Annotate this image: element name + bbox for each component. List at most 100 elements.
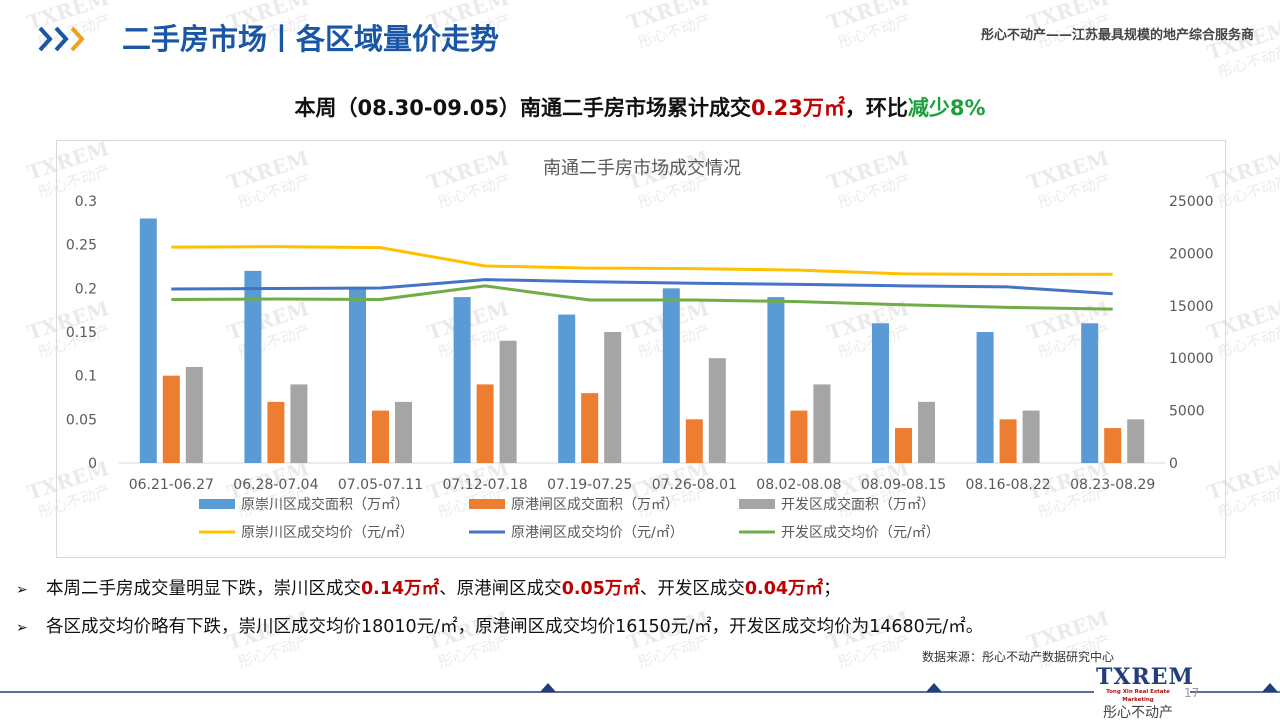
y-left-tick-label: 0.05 bbox=[66, 412, 97, 428]
x-tick-label: 08.09-08.15 bbox=[861, 477, 946, 493]
bar-kaifa bbox=[499, 340, 517, 463]
x-tick-label: 07.26-08.01 bbox=[652, 477, 737, 493]
page-title: 二手房市场丨各区域量价走势 bbox=[122, 22, 500, 56]
bar-ganggang bbox=[685, 419, 703, 463]
brand-logo: TXREM Tong Xin Real Estate Marketing 彤心不… bbox=[1096, 664, 1194, 722]
bullet-text: 、原港闸区成交 bbox=[439, 579, 562, 599]
legend-label: 原崇川区成交面积（万㎡） bbox=[241, 496, 409, 513]
bar-chongchuan bbox=[976, 332, 994, 463]
x-tick-label: 08.02-08.08 bbox=[756, 477, 841, 493]
bar-kaifa bbox=[395, 401, 412, 463]
bar-ganggang bbox=[581, 393, 599, 463]
bar-chongchuan bbox=[453, 297, 471, 463]
bar-kaifa bbox=[918, 401, 935, 463]
bar-kaifa bbox=[185, 366, 203, 463]
bar-ganggang bbox=[162, 375, 180, 463]
y-right-tick-label: 15000 bbox=[1169, 299, 1214, 315]
y-left-tick-label: 0.25 bbox=[66, 238, 97, 254]
legend-label: 开发区成交均价（元/㎡） bbox=[781, 524, 940, 541]
brand-chinese: 彤心不动产 bbox=[1103, 705, 1173, 721]
bar-chongchuan bbox=[244, 270, 262, 463]
transaction-chart: 南通二手房市场成交情况 0 0.05 0.1 0.15 0.2 0.25 0.3 0 5000 10… bbox=[66, 158, 1214, 541]
line-ganggang-price bbox=[171, 278, 1113, 296]
company-tagline: 彤心不动产——江苏最具规模的地产综合服务商 bbox=[980, 28, 1254, 43]
y-left-tick-label: 0.15 bbox=[66, 325, 97, 341]
bar-ganggang bbox=[267, 401, 285, 463]
legend-label: 原港闸区成交面积（万㎡） bbox=[511, 496, 679, 513]
legend-swatch bbox=[469, 499, 505, 509]
bar-chongchuan bbox=[558, 314, 576, 463]
page-number: 17 bbox=[1184, 686, 1200, 700]
bar-kaifa bbox=[708, 358, 726, 463]
headline-middle: ，环比 bbox=[844, 96, 908, 120]
bar-kaifa bbox=[290, 384, 308, 463]
headline-value: 0.23万㎡ bbox=[751, 96, 845, 120]
bullet-volume: ➢ 本周二手房成交量明显下跌，崇川区成交0.14万㎡、原港闸区成交0.05万㎡、开… bbox=[16, 575, 841, 600]
bar-chongchuan bbox=[767, 297, 785, 463]
y-left-tick-label: 0.1 bbox=[75, 369, 97, 385]
bullet-arrow-icon: ➢ bbox=[16, 620, 28, 636]
data-source: 数据来源：彤心不动产数据研究中心 bbox=[922, 650, 1115, 664]
bar-ganggang bbox=[1104, 428, 1122, 463]
bar-chongchuan bbox=[662, 288, 680, 463]
headline-change: 减少8% bbox=[907, 96, 986, 120]
bullet-arrow-icon: ➢ bbox=[16, 582, 28, 598]
y-right-tick-label: 20000 bbox=[1169, 246, 1214, 262]
chart-title: 南通二手房市场成交情况 bbox=[543, 158, 741, 179]
x-tick-label: 07.19-07.25 bbox=[547, 477, 632, 493]
y-right-tick-label: 5000 bbox=[1169, 404, 1205, 420]
bullet-text: 、开发区成交 bbox=[639, 579, 745, 599]
bar-kaifa bbox=[813, 384, 831, 463]
watermark-text: 彤心不动产 bbox=[836, 11, 913, 51]
bullet-price: ➢ 各区成交均价略有下跌，崇川区成交均价18010元/㎡，原港闸区成交均价1615… bbox=[16, 613, 983, 638]
legend-label: 开发区成交面积（万㎡） bbox=[781, 496, 935, 513]
bullet-text: 各区成交均价略有下跌，崇川区成交均价18010元/㎡，原港闸区成交均价16150… bbox=[46, 617, 984, 637]
y-left-tick-label: 0.3 bbox=[75, 194, 97, 210]
y-right-tick-label: 0 bbox=[1169, 456, 1178, 472]
bullet-text: ； bbox=[823, 579, 841, 599]
y-left-tick-label: 0 bbox=[88, 456, 97, 472]
footer-divider bbox=[0, 683, 1280, 693]
x-tick-label: 08.16-08.22 bbox=[965, 477, 1050, 493]
legend-label: 原港闸区成交均价（元/㎡） bbox=[511, 524, 684, 541]
bar-chongchuan bbox=[349, 288, 366, 463]
brand-logo-text: TXREM bbox=[1096, 664, 1194, 690]
watermark-logo: TXREM bbox=[624, 0, 712, 35]
bar-ganggang bbox=[999, 419, 1017, 463]
x-tick-label: 07.05-07.11 bbox=[338, 477, 423, 493]
legend-label: 原崇川区成交均价（元/㎡） bbox=[241, 524, 414, 541]
bar-ganggang bbox=[372, 410, 389, 463]
bullet-text: 本周二手房成交量明显下跌，崇川区成交 bbox=[46, 579, 361, 599]
bar-chongchuan bbox=[872, 323, 889, 463]
x-tick-label: 06.28-07.04 bbox=[233, 477, 318, 493]
bar-chongchuan bbox=[1081, 323, 1099, 463]
bar-kaifa bbox=[1127, 419, 1145, 463]
watermark-text: 彤心不动产 bbox=[636, 11, 713, 51]
x-tick-label: 08.23-08.29 bbox=[1070, 477, 1155, 493]
y-right-tick-label: 10000 bbox=[1169, 351, 1214, 367]
bar-kaifa bbox=[604, 332, 622, 463]
bar-chongchuan bbox=[139, 218, 157, 463]
brand-english: Tong Xin Real Estate Marketing bbox=[1106, 689, 1170, 703]
x-tick-label: 07.12-07.18 bbox=[442, 477, 527, 493]
legend-swatch bbox=[199, 499, 235, 509]
bullet-value: 0.04万㎡ bbox=[744, 579, 824, 599]
x-tick-label: 06.21-06.27 bbox=[129, 477, 214, 493]
headline-prefix: 本周（08.30-09.05）南通二手房市场累计成交 bbox=[294, 96, 752, 120]
watermark-text: 彤心不动产 bbox=[1216, 41, 1280, 81]
chart-frame: 南通二手房市场成交情况 0 0.05 0.1 0.15 0.2 0.25 0.3 0 5000 10… bbox=[56, 140, 1226, 558]
watermark-logo: TXREM bbox=[824, 0, 912, 35]
chevron-arrows-icon bbox=[38, 26, 85, 52]
bullet-value: 0.05万㎡ bbox=[561, 579, 640, 599]
bullet-value: 0.14万㎡ bbox=[361, 579, 440, 599]
bar-ganggang bbox=[476, 384, 494, 463]
bar-kaifa bbox=[1022, 410, 1040, 463]
bar-ganggang bbox=[895, 428, 912, 463]
line-kaifa-price bbox=[171, 284, 1113, 311]
legend-swatch bbox=[739, 499, 775, 509]
y-right-tick-label: 25000 bbox=[1169, 194, 1214, 210]
y-left-tick-label: 0.2 bbox=[75, 281, 97, 297]
weekly-summary-headline: 本周（08.30-09.05）南通二手房市场累计成交0.23万㎡，环比减少8% bbox=[0, 92, 1280, 122]
